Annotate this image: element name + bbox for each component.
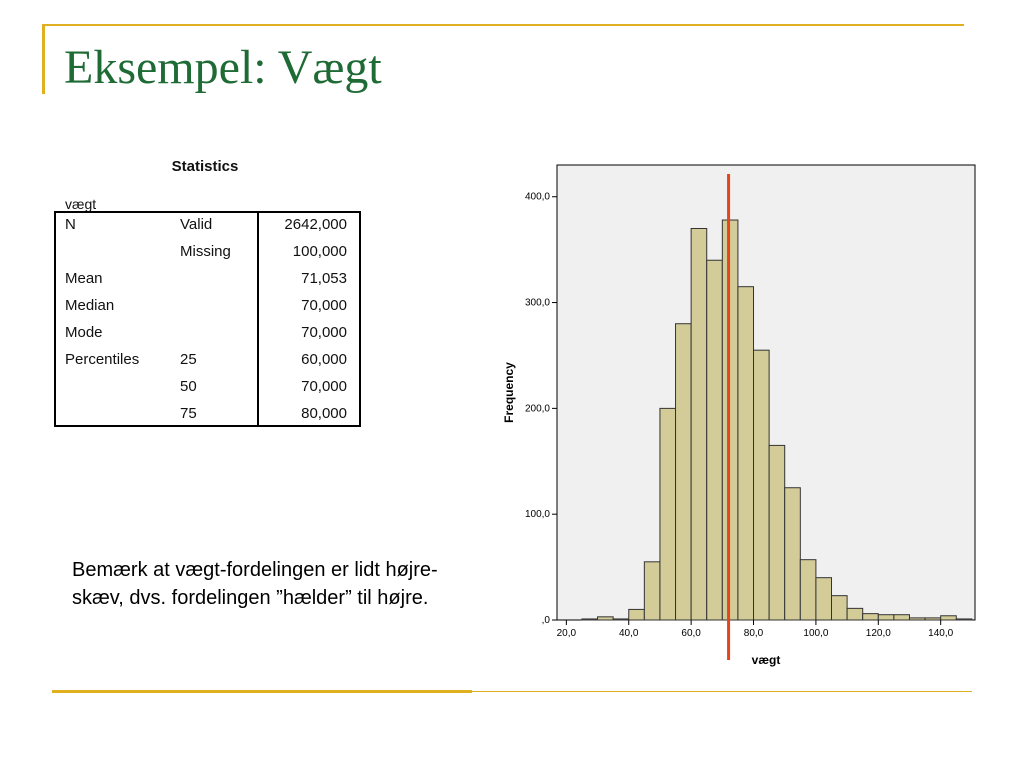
x-tick-label: 100,0 xyxy=(803,628,828,639)
stats-value: 100,000 xyxy=(292,243,347,260)
histogram-bar xyxy=(815,577,833,621)
accent-bottom-line xyxy=(52,690,472,693)
x-tick-label: 60,0 xyxy=(681,628,701,639)
histogram-bar xyxy=(955,618,973,621)
stats-table xyxy=(54,211,361,427)
x-tick-label: 40,0 xyxy=(619,628,639,639)
y-tick-label: ,0 xyxy=(542,615,551,626)
x-tick-label: 120,0 xyxy=(866,628,891,639)
stats-sublabel: Valid xyxy=(180,216,213,233)
stats-row: Median 70,000 xyxy=(54,293,361,320)
stats-row: Percentiles 25 60,000 xyxy=(54,347,361,374)
stats-value: 70,000 xyxy=(301,297,347,314)
histogram-bar xyxy=(628,608,645,621)
histogram-bar xyxy=(924,617,942,621)
x-tick-label: 20,0 xyxy=(557,628,577,639)
accent-top-line xyxy=(44,24,964,26)
stats-row: 50 70,000 xyxy=(54,374,361,401)
stats-label: N xyxy=(65,216,76,233)
stats-sublabel: 25 xyxy=(180,351,197,368)
histogram-bar xyxy=(581,618,599,621)
stats-row: N Valid 2642,000 xyxy=(54,212,361,239)
histogram-bar xyxy=(643,561,661,621)
x-tick-label: 140,0 xyxy=(928,628,953,639)
histogram-bar xyxy=(690,227,708,621)
histogram-bar xyxy=(706,259,723,621)
histogram-bar xyxy=(831,595,848,621)
stats-value: 2642,000 xyxy=(284,216,347,233)
stats-value: 70,000 xyxy=(301,378,347,395)
stats-divider xyxy=(257,211,259,427)
y-tick-label: 400,0 xyxy=(525,192,550,203)
stats-caption: Statistics xyxy=(171,158,239,175)
stats-label: Mode xyxy=(65,324,103,341)
histogram-bar xyxy=(675,323,692,621)
stats-value: 60,000 xyxy=(301,351,347,368)
stats-value: 71,053 xyxy=(301,270,347,287)
stats-row: Mode 70,000 xyxy=(54,320,361,347)
stats-label: Mean xyxy=(65,270,103,287)
slide-title: Eksempel: Vægt xyxy=(64,41,382,94)
histogram-bar xyxy=(721,219,739,621)
histogram-bar xyxy=(893,614,910,621)
y-tick-label: 100,0 xyxy=(525,509,550,520)
stats-row: 75 80,000 xyxy=(54,401,361,428)
stats-variable: vægt xyxy=(65,196,97,212)
x-tick-label: 80,0 xyxy=(744,628,764,639)
x-axis-label: vægt xyxy=(752,653,781,667)
stats-label: Median xyxy=(65,297,115,314)
histogram-chart: ,0 100,0 200,0 300,0 400,0 20,0 40,0 60,0 80,0 10… xyxy=(502,164,976,667)
stats-sublabel: 50 xyxy=(180,378,197,395)
y-axis-label: Frequency xyxy=(502,362,516,423)
histogram-bar xyxy=(612,618,630,621)
stats-label: Percentiles xyxy=(65,351,140,368)
y-tick-label: 200,0 xyxy=(525,403,550,414)
histogram-bar xyxy=(877,614,895,621)
histogram-bar xyxy=(908,617,926,621)
stats-row: Missing 100,000 xyxy=(54,239,361,266)
histogram-bar xyxy=(799,559,817,621)
stats-row: Mean 71,053 xyxy=(54,266,361,293)
histogram-bar xyxy=(659,407,677,621)
histogram-bar xyxy=(768,444,786,621)
y-tick-label: 300,0 xyxy=(525,298,550,309)
histogram-bar xyxy=(753,349,770,621)
stats-value: 80,000 xyxy=(301,405,347,422)
note-text: Bemærk at vægt-fordelingen er lidt højre… xyxy=(72,559,438,609)
histogram-bar xyxy=(862,613,879,621)
accent-bottom-thin-line xyxy=(472,691,972,692)
histogram-bar xyxy=(597,616,614,621)
histogram-bar xyxy=(940,615,957,621)
histogram-bar xyxy=(846,607,864,621)
stats-sublabel: Missing xyxy=(180,243,231,260)
stats-sublabel: 75 xyxy=(180,405,197,422)
accent-left-line xyxy=(42,24,45,94)
histogram-bar xyxy=(737,286,755,621)
stats-value: 70,000 xyxy=(301,324,347,341)
histogram-bar xyxy=(784,487,801,621)
